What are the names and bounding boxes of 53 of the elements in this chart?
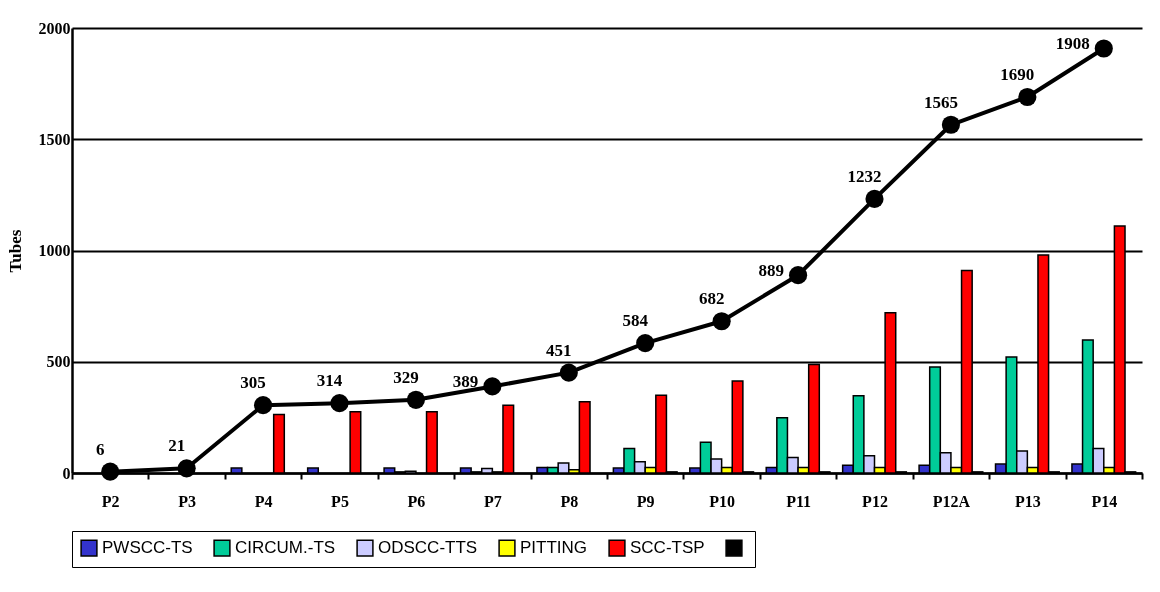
point [941,115,961,134]
x-tick-label: P10 [709,492,736,510]
data-label: 329 [393,367,419,387]
x-tick-label: P9 [636,492,655,510]
legend-label: CIRCUM.-TS [235,538,336,558]
point [483,377,502,396]
legend-label: ODSCC-TTS [378,538,478,558]
x-tick-label: P7 [483,492,502,510]
point [865,189,884,208]
y-tick-label: 1000 [38,242,71,259]
x-tick-label: P12A [932,492,971,510]
x-tick-label: P5 [331,492,349,510]
data-label: 1565 [923,92,958,112]
point [330,394,349,413]
data-label: 6 [95,439,105,459]
data-label: 889 [758,261,785,281]
data-label: 389 [452,372,479,392]
point [559,363,578,382]
point [1018,87,1037,107]
x-tick-label: P12 [862,492,888,510]
x-tick-label: P8 [560,492,579,510]
y-tick-label: 1500 [38,130,71,148]
point [101,462,120,481]
point [406,390,426,409]
data-label: 584 [622,311,649,331]
legend-label: SCC-TSP [630,538,705,558]
data-label: 451 [546,340,572,360]
data-label: 305 [240,373,266,393]
data-label: 1908 [1055,34,1090,54]
point [712,312,731,331]
point [177,459,196,478]
legend-label: PWSCC-TS [102,538,193,558]
x-tick-label: P14 [1091,492,1118,510]
y-tick-label: 0 [62,464,71,482]
x-tick-label: P2 [101,492,120,510]
y-axis-title: Tubes [5,229,25,273]
point [636,333,655,353]
data-label: 682 [698,289,725,309]
y-tick-label: 500 [46,353,71,371]
legend-label: PITTING [520,538,588,558]
data-label: 314 [316,371,343,391]
y-tick-label: 2000 [38,19,71,37]
point [253,396,273,415]
x-tick-label: P6 [407,492,426,510]
data-label: 1690 [1000,64,1035,84]
point [1094,39,1113,58]
x-tick-label: P13 [1014,492,1041,510]
x-tick-label: P11 [786,492,812,510]
data-label: 1232 [847,166,882,186]
x-tick-label: P3 [178,492,197,510]
point [788,266,808,285]
data-label: 21 [168,436,186,456]
x-tick-label: P4 [254,492,273,510]
